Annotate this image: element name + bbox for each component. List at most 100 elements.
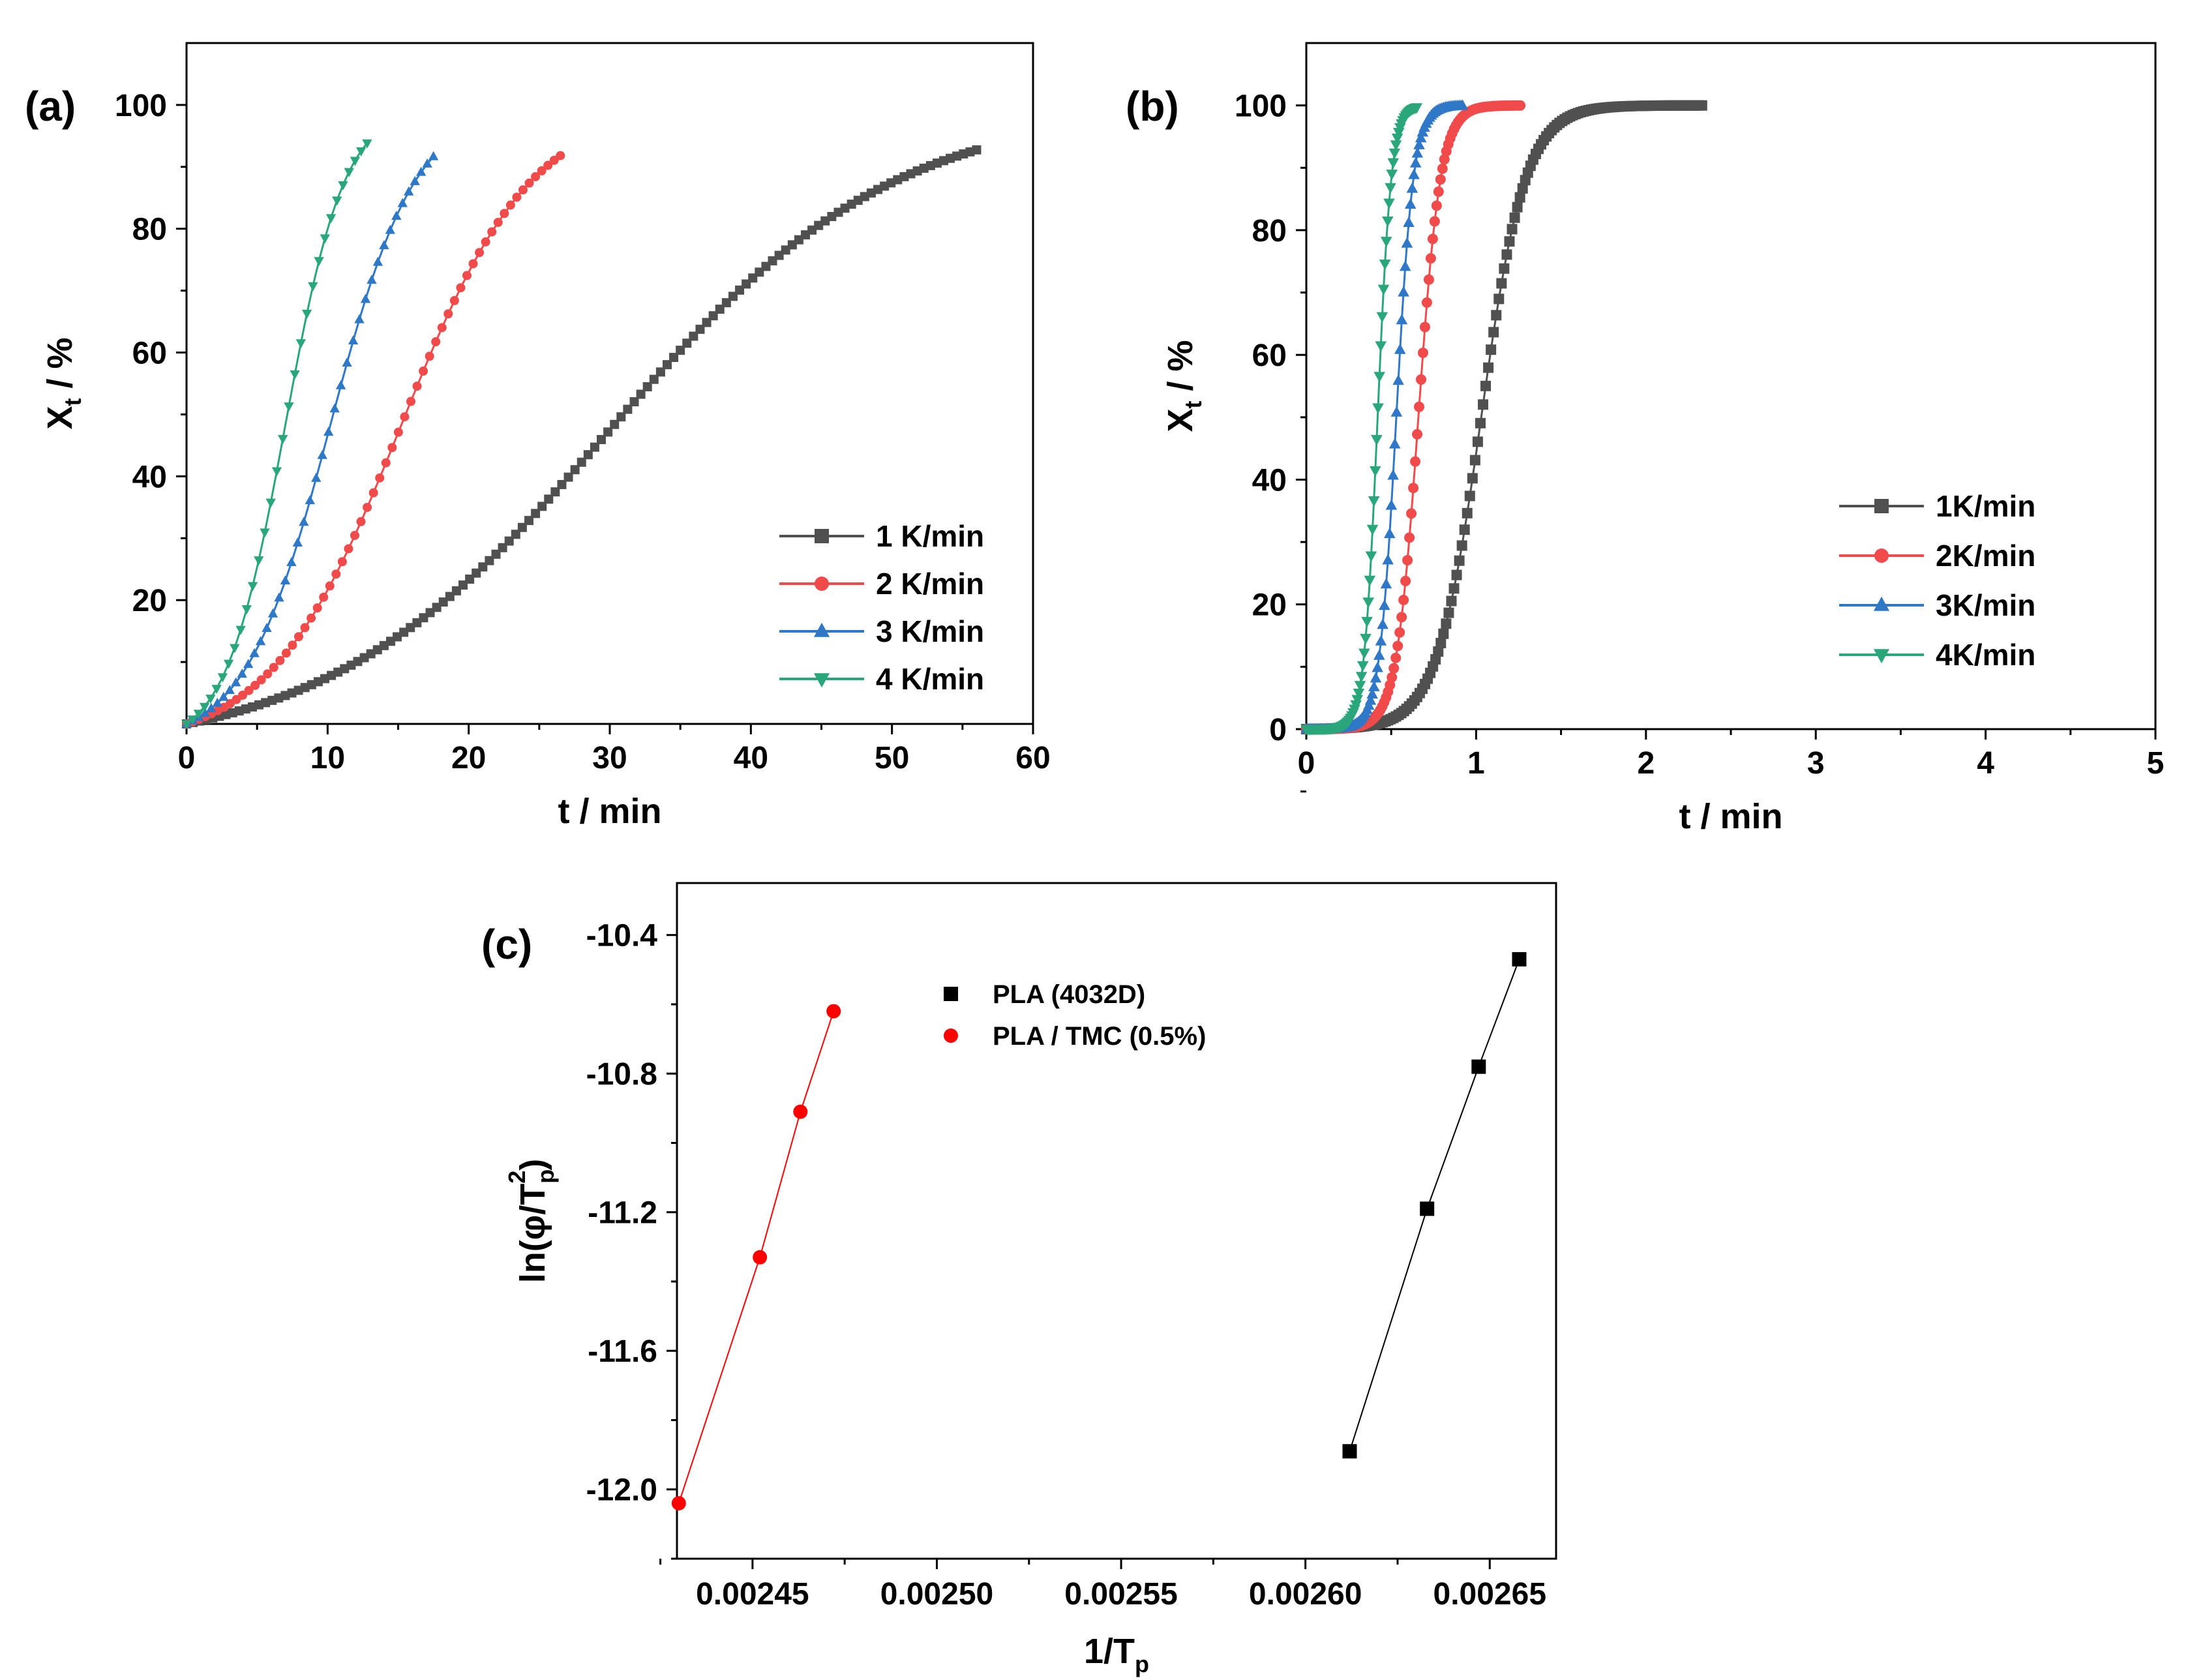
x-tick-label: 0.00245 — [696, 1577, 809, 1612]
data-point — [1517, 183, 1528, 194]
data-point — [1410, 456, 1421, 467]
data-point — [669, 353, 679, 363]
data-point — [1459, 524, 1470, 535]
data-point — [244, 685, 254, 695]
data-point — [544, 494, 554, 504]
data-point — [1404, 532, 1415, 543]
data-point — [972, 145, 982, 155]
data-point — [1342, 1444, 1357, 1459]
data-point — [481, 237, 490, 247]
data-point — [1408, 483, 1419, 494]
data-point — [397, 198, 408, 207]
x-tick-label: 1 — [1467, 746, 1485, 781]
data-point — [1399, 260, 1411, 271]
data-point — [1398, 286, 1409, 297]
data-point — [363, 502, 372, 512]
panel-label: (c) — [481, 921, 532, 968]
data-point — [1406, 182, 1418, 193]
data-point — [431, 337, 441, 347]
data-point — [312, 603, 322, 613]
data-point — [1358, 648, 1370, 659]
data-point — [1388, 438, 1401, 449]
series-4 — [1300, 103, 1423, 736]
data-point — [1390, 652, 1402, 663]
x-tick-label: 4 — [1977, 746, 1994, 781]
data-point — [543, 160, 553, 170]
legend-marker — [944, 1028, 958, 1043]
data-point — [1433, 646, 1444, 657]
data-point — [603, 427, 613, 437]
data-point — [235, 625, 246, 635]
data-point — [1394, 343, 1406, 354]
legend-label: PLA / TMC (0.5%) — [993, 1022, 1206, 1051]
data-point — [1515, 100, 1526, 111]
data-point — [1425, 253, 1436, 264]
data-point — [1419, 322, 1430, 333]
data-point — [518, 185, 528, 195]
y-axis-title-main: X — [40, 406, 80, 430]
legend-marker — [1873, 596, 1890, 611]
legend-marker — [1873, 649, 1890, 664]
data-point — [1354, 681, 1366, 692]
data-point — [1392, 640, 1403, 652]
data-point — [531, 509, 541, 518]
data-point — [563, 472, 573, 482]
data-point — [610, 419, 620, 429]
data-point — [1467, 473, 1478, 484]
data-point — [419, 367, 428, 376]
x-tick-label: 3 — [1807, 746, 1825, 781]
data-point — [437, 323, 447, 333]
legend-marker — [1874, 499, 1889, 513]
series-line — [186, 149, 977, 725]
data-point — [385, 224, 396, 234]
y-tick-label: -11.2 — [588, 1196, 657, 1231]
data-point — [1388, 663, 1400, 674]
data-point — [1386, 170, 1398, 181]
data-point — [1514, 192, 1525, 203]
data-point — [1380, 578, 1392, 589]
y-tick-label: 100 — [1235, 89, 1287, 124]
y-tick-label: 80 — [1252, 214, 1287, 248]
series-2 — [182, 151, 565, 728]
y-axis-title-sup: 2 — [503, 1171, 530, 1184]
data-point — [381, 458, 391, 468]
data-point — [537, 166, 547, 175]
data-point — [224, 685, 235, 695]
data-point — [237, 690, 247, 700]
series-1 — [182, 145, 982, 728]
data-point — [468, 259, 478, 269]
data-point — [1388, 148, 1401, 159]
series-4 — [181, 139, 372, 730]
data-point — [1385, 499, 1398, 510]
data-point — [1420, 1201, 1435, 1216]
data-point — [629, 397, 639, 407]
legend-label: PLA (4032D) — [993, 980, 1145, 1009]
data-point — [1499, 263, 1510, 274]
data-point — [1412, 428, 1423, 440]
data-point — [1365, 551, 1377, 562]
data-point — [205, 695, 216, 704]
data-point — [1406, 508, 1417, 519]
data-point — [305, 495, 315, 505]
legend-marker — [813, 622, 830, 637]
legend-marker — [813, 673, 830, 688]
data-point — [223, 659, 234, 669]
data-point — [292, 537, 303, 547]
data-point — [249, 648, 260, 657]
data-point — [1368, 496, 1380, 507]
data-point — [325, 214, 337, 224]
data-point — [671, 1495, 686, 1510]
data-point — [387, 443, 397, 453]
data-point — [597, 435, 607, 445]
y-axis-title-sub: p — [532, 1169, 559, 1184]
data-point — [1475, 417, 1486, 428]
legend-marker — [944, 987, 958, 1001]
data-point — [1383, 528, 1396, 539]
data-point — [275, 655, 285, 665]
data-point — [531, 172, 541, 181]
data-point — [462, 271, 472, 280]
data-point — [293, 632, 303, 642]
data-point — [329, 403, 340, 413]
data-point — [1496, 278, 1507, 289]
data-point — [344, 168, 354, 177]
